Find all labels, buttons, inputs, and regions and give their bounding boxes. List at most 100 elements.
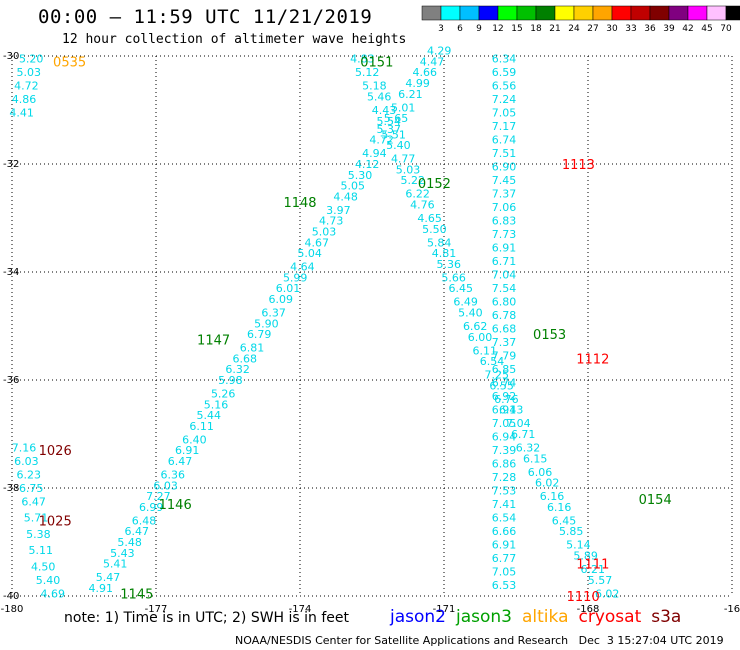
series-jason3-1146: 7.276.036.366.476.916.406.115.445.165.26… [146,342,264,504]
colorbar-swatch [554,5,575,21]
swh-value: 6.32 [225,363,250,376]
swh-value: 5.14 [566,539,591,552]
swh-value: 6.56 [492,80,517,93]
swh-value: 6.91 [492,404,517,417]
swh-value: 6.45 [552,514,577,527]
colorbar-tick-label: 36 [644,24,656,34]
swh-value: 5.38 [26,528,51,541]
pass-time-label: 1026 [39,444,72,459]
swh-value: 6.34 [492,53,517,66]
swh-value: 4.94 [362,147,387,160]
series-jason3-1145: 4.915.475.415.435.486.476.486.99 [89,501,164,595]
pass-time-label: 0535 [53,55,86,70]
swh-value: 6.55 [489,379,514,392]
swh-value: 4.86 [12,93,37,106]
swh-value: 5.43 [110,547,135,560]
swh-value: 4.65 [417,212,442,225]
colorbar-swatch [516,5,537,21]
colorbar-swatch [421,5,442,21]
pass-time-label: 1111 [576,558,609,573]
swh-value: 5.03 [17,66,42,79]
swh-value: 5.51 [381,128,406,141]
swh-value: 6.71 [492,255,517,268]
swh-value: 6.36 [161,469,186,482]
swh-value: 4.48 [333,190,358,203]
swh-value: 4.12 [355,158,380,171]
swh-value: 6.91 [175,444,200,457]
colorbar-tick-label: 33 [625,24,636,34]
colorbar-swatch [440,5,461,21]
colorbar-tick-label: 21 [549,24,560,34]
swh-value: 6.74 [492,134,517,147]
colorbar-swatch [573,5,594,21]
chart-subtitle: 12 hour collection of altimeter wave hei… [62,32,407,47]
x-tick-label: -174 [289,604,312,615]
swh-value: 5.18 [362,80,387,93]
series-cryosat-1112: 6.806.786.687.377.796.856.746.926.91 [492,296,517,417]
pass-time-label: 1145 [120,587,153,602]
x-tick-label: -16 [724,604,740,615]
legend-s3a: s3a [651,607,682,627]
colorbar-tick-label: 12 [492,24,503,34]
y-tick-label: -36 [3,375,19,386]
swh-value: 5.03 [312,226,337,239]
swh-value: 5.47 [96,571,121,584]
swh-value: 6.79 [247,328,272,341]
swh-value: 5.26 [211,388,236,401]
swh-value: 6.11 [189,420,214,433]
colorbar-swatch [592,5,613,21]
swh-value: 4.67 [305,236,330,249]
swh-value: 6.06 [528,466,553,479]
pass-labels: 0535 0151 1113 0152 1148 1147 0153 1112 1026 1146… [39,55,672,605]
swh-value: 6.90 [492,161,517,174]
colorbar-swatch [630,5,651,21]
swh-value: 6.02 [595,587,620,600]
swh-value: 5.11 [29,544,54,557]
swh-value: 4.76 [410,199,435,212]
colorbar-tick-label: 39 [663,24,675,34]
swh-value: 6.21 [581,563,606,576]
pass-time-label: 0154 [639,493,672,508]
swh-value: 6.77 [492,552,517,565]
swh-value: 7.37 [492,336,517,349]
series-jason3-0154: 5.855.145.896.215.576.02 [559,525,620,600]
swh-value: 6.47 [21,496,46,509]
legend-jason3: jason3 [456,607,512,627]
colorbar-tick-label: 45 [701,24,712,34]
swh-value: 7.24 [492,93,517,106]
swh-value: 6.92 [492,390,517,403]
swh-value: 5.30 [348,169,373,182]
pass-time-label: 1110 [567,590,600,605]
swh-value: 6.03 [14,455,39,468]
y-tick-label: -34 [3,267,19,278]
swh-value: 6.86 [492,458,517,471]
swh-value: 6.16 [547,501,572,514]
swh-value: 6.81 [240,342,265,355]
swh-value: 7.79 [492,350,517,363]
swh-value: 7.45 [492,174,517,187]
legend-cryosat: cryosat [578,607,642,627]
swh-value: 6.94 [492,431,517,444]
footer-credit: NOAA/NESDIS Center for Satellite Applica… [235,634,724,647]
colorbar-swatch [535,5,556,21]
colorbar-swatch [478,5,499,21]
swh-value: 5.16 [204,398,229,411]
pass-time-label: 1025 [39,514,72,529]
swh-value: 6.01 [276,282,301,295]
swh-value: 6.91 [492,539,517,552]
swh-value: 6.11 [473,344,498,357]
swh-value: 7.05 [492,107,517,120]
colorbar-swatch [649,5,670,21]
swh-value: 5.04 [297,247,322,260]
series-jason3-0151: 4.835.125.185.464.435.545.515.404.775.03 [350,53,420,177]
swh-value: 4.77 [391,153,416,166]
swh-value: 7.39 [492,444,517,457]
chart-title: 00:00 – 11:59 UTC 11/21/2019 [38,6,373,28]
series-jason3-1147: 6.795.906.376.096.015.994.645.044.675.03… [247,190,358,341]
y-tick-label: -30 [3,51,19,62]
series-jason3-0153: 7.256.556.766.437.046.716.326.156.066.02… [485,369,577,528]
x-tick-label: -168 [577,604,600,615]
colorbar-swatch [706,5,727,21]
swh-value: 6.49 [453,296,478,309]
